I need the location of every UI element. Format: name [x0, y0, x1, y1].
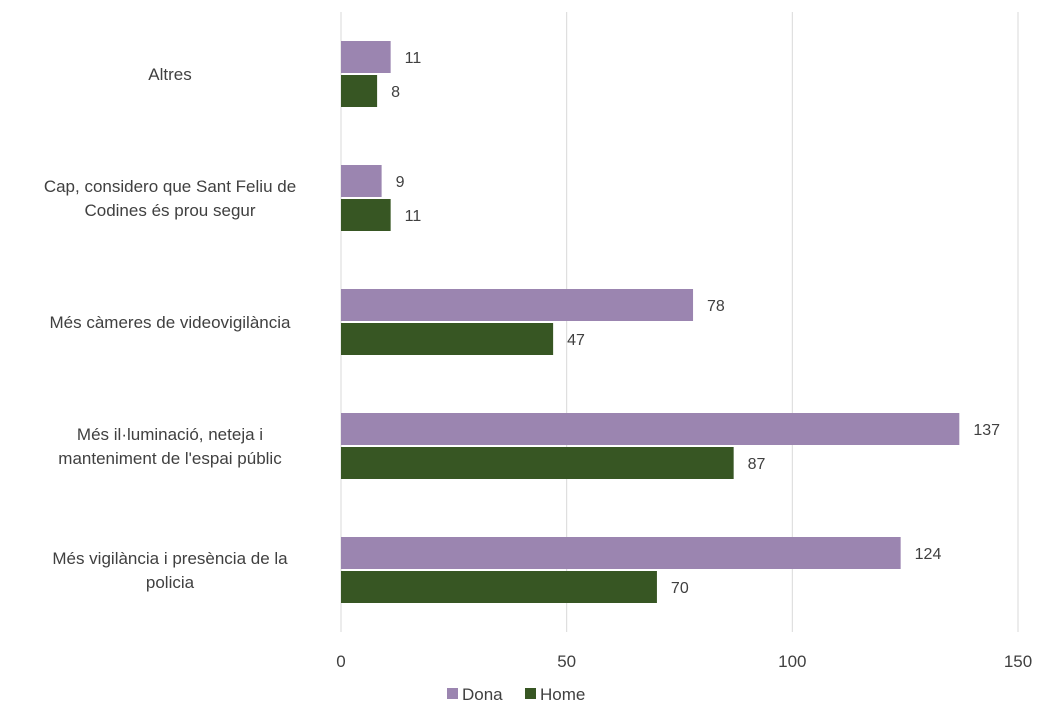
- bar-home: [341, 199, 391, 231]
- legend-label-dona: Dona: [462, 685, 503, 704]
- data-label: 11: [405, 208, 422, 225]
- legend-label-home: Home: [540, 685, 585, 704]
- bar-home: [341, 447, 734, 479]
- category-label: Més càmeres de videovigilància: [50, 313, 291, 332]
- legend: Dona Home: [447, 685, 585, 704]
- data-label: 87: [748, 456, 766, 473]
- bar-home: [341, 571, 657, 603]
- x-tick-label: 0: [336, 652, 345, 671]
- data-label: 137: [973, 422, 1000, 439]
- x-tick-label: 100: [778, 652, 806, 671]
- bar-dona: [341, 41, 391, 73]
- data-label: 70: [671, 580, 689, 597]
- category-label: Altres: [148, 65, 191, 84]
- data-label: 124: [915, 546, 942, 563]
- bar-home: [341, 75, 378, 107]
- x-axis-ticks: 0 50 100 150: [336, 652, 1032, 671]
- x-tick-label: 150: [1004, 652, 1032, 671]
- category-label: Més vigilància i presència de la policia: [52, 549, 288, 592]
- data-label: 11: [405, 50, 422, 67]
- bar-home: [341, 323, 554, 355]
- data-label: 9: [396, 174, 405, 191]
- data-label: 47: [567, 332, 585, 349]
- category-label: Més il·luminació, neteja i manteniment de…: [58, 425, 282, 468]
- category-labels: Altres Cap, considero que Sant Feliu de Co…: [44, 65, 296, 592]
- bar-dona: [341, 289, 694, 321]
- legend-swatch-home: [525, 688, 536, 699]
- category-label: Cap, considero que Sant Feliu de Codines …: [44, 177, 296, 220]
- bar-dona: [341, 413, 960, 445]
- x-tick-label: 50: [557, 652, 576, 671]
- data-label: 8: [391, 84, 400, 101]
- bars: [341, 41, 960, 603]
- bar-dona: [341, 537, 901, 569]
- gridlines: [340, 12, 1019, 632]
- legend-swatch-dona: [447, 688, 458, 699]
- bar-dona: [341, 165, 382, 197]
- data-label: 78: [707, 298, 725, 315]
